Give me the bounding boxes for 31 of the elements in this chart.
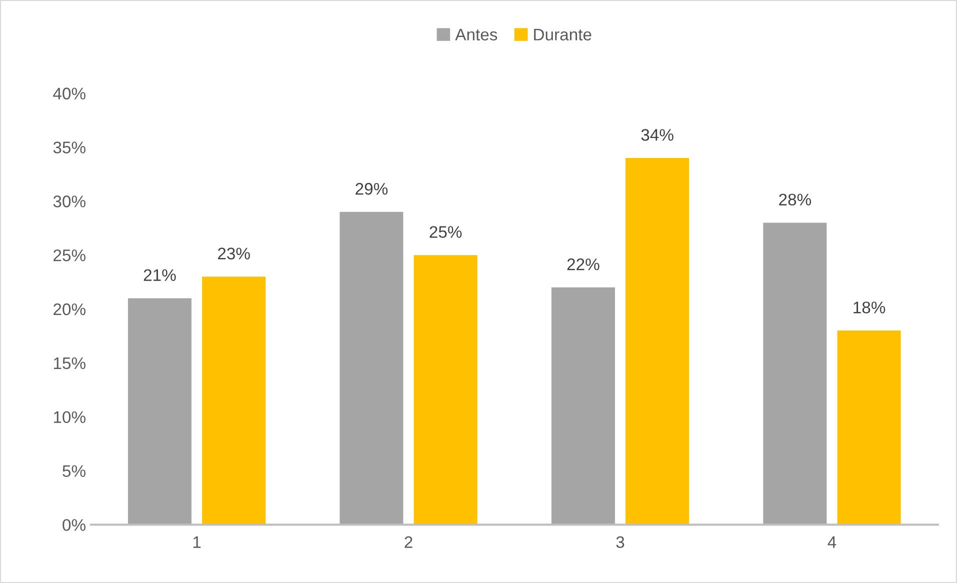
y-tick-label: 10% <box>54 411 86 424</box>
bar <box>340 212 404 525</box>
y-tick-label: 35% <box>53 142 86 154</box>
y-tick-label: 5% <box>62 465 86 477</box>
legend-label: Antes <box>455 28 498 40</box>
data-label: 28% <box>779 194 812 206</box>
y-tick-label: 15% <box>54 357 86 370</box>
legend-label: Durante <box>534 28 592 40</box>
bar <box>626 158 690 525</box>
y-tick-label: 0% <box>62 519 86 531</box>
data-label: 18% <box>854 302 886 314</box>
bar <box>414 255 478 525</box>
bar <box>202 276 266 525</box>
y-tick-label: 25% <box>54 249 86 262</box>
data-label: 25% <box>430 226 462 238</box>
bar <box>837 330 901 525</box>
x-tick-label: 3 <box>616 536 624 548</box>
data-label: 21% <box>144 269 176 281</box>
bar <box>763 222 827 525</box>
x-tick-label: 4 <box>828 536 836 548</box>
bar <box>551 287 615 525</box>
x-tick-label: 2 <box>404 536 412 548</box>
data-label: 22% <box>567 258 600 270</box>
x-tick-label: 1 <box>193 536 201 548</box>
data-label: 34% <box>641 129 674 141</box>
data-label: 29% <box>356 182 388 195</box>
data-label: 23% <box>218 248 250 260</box>
y-tick-label: 20% <box>54 303 86 316</box>
y-tick-label: 30% <box>53 196 86 208</box>
y-tick-label: 40% <box>53 88 86 100</box>
bar <box>128 298 192 525</box>
